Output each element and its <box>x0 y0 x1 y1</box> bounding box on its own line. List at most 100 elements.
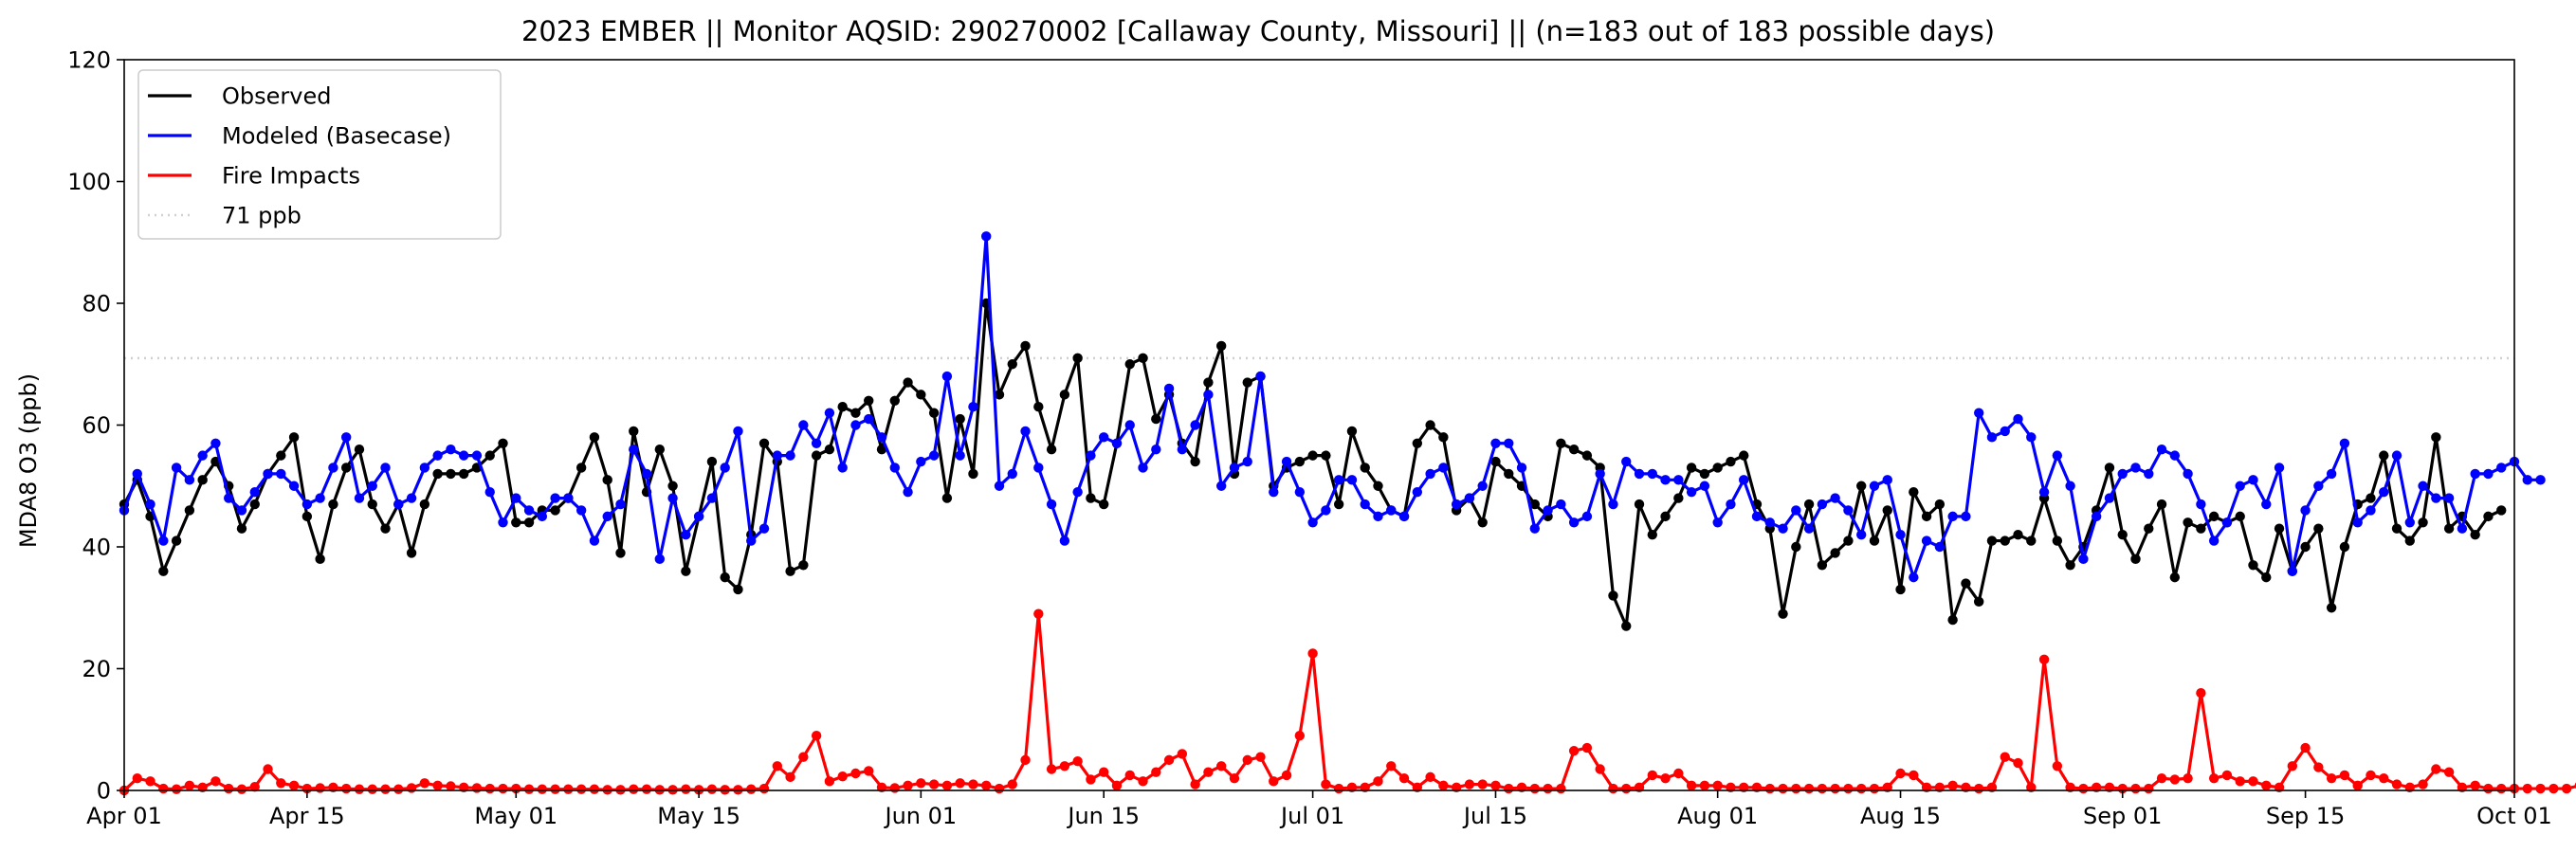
data-point <box>2274 463 2285 473</box>
data-point <box>2326 468 2337 480</box>
data-point <box>1086 774 1096 785</box>
data-point <box>1947 511 1958 522</box>
data-point <box>2169 572 2181 583</box>
data-point <box>1803 499 1815 510</box>
data-point <box>864 413 874 425</box>
data-point <box>1882 475 1892 485</box>
data-point <box>406 548 417 558</box>
data-point <box>1621 456 1632 467</box>
data-point <box>380 784 391 794</box>
data-point <box>2443 523 2455 534</box>
data-point <box>2221 770 2233 781</box>
data-point <box>2026 432 2037 443</box>
data-point <box>1556 783 1566 794</box>
data-point <box>2104 463 2115 473</box>
data-point <box>1504 438 1514 448</box>
data-point <box>2013 413 2023 425</box>
data-point <box>1608 783 1618 794</box>
data-point <box>1595 764 1605 774</box>
data-point <box>928 779 940 789</box>
data-point <box>2104 493 2115 503</box>
data-point <box>1072 755 1083 767</box>
data-point <box>916 390 926 400</box>
data-point <box>1660 475 1671 485</box>
data-point <box>1634 499 1645 510</box>
data-point <box>1568 746 1580 756</box>
data-point <box>681 566 691 576</box>
data-point <box>1438 780 1449 791</box>
data-point <box>1895 529 1906 540</box>
data-point <box>406 783 417 793</box>
y-tick-label: 100 <box>67 169 111 195</box>
y-tick-label: 40 <box>82 535 111 561</box>
data-point <box>263 764 273 774</box>
data-point <box>1529 783 1541 794</box>
data-point <box>1660 772 1671 784</box>
data-point <box>484 486 495 498</box>
data-point <box>1973 408 1984 418</box>
data-point <box>758 783 770 794</box>
data-point <box>1660 511 1671 522</box>
data-point <box>850 408 861 418</box>
data-point <box>184 475 195 485</box>
data-point <box>733 426 743 437</box>
data-point <box>903 377 913 388</box>
data-point <box>798 752 809 762</box>
data-point <box>2261 780 2272 791</box>
data-point <box>1699 468 1710 480</box>
legend-label: Observed <box>222 83 331 110</box>
data-point <box>1242 377 1252 388</box>
data-point <box>471 450 483 461</box>
data-point <box>903 780 913 791</box>
data-point <box>1242 456 1252 467</box>
data-point <box>315 554 325 565</box>
data-point <box>2549 783 2559 794</box>
data-point <box>706 493 718 503</box>
data-point <box>563 493 574 503</box>
data-point <box>419 499 430 510</box>
data-point <box>1568 517 1580 528</box>
data-point <box>1843 535 1854 546</box>
data-point <box>2130 783 2141 794</box>
data-point <box>249 499 260 510</box>
data-point <box>916 778 926 789</box>
data-point <box>955 413 965 425</box>
data-point <box>1686 486 1697 498</box>
data-point <box>1138 353 1148 364</box>
x-tick-label: Jul 01 <box>1279 803 1344 829</box>
data-point <box>563 784 574 794</box>
data-point <box>1543 505 1553 516</box>
data-point <box>1386 505 1397 516</box>
data-point <box>1803 783 1815 794</box>
data-point <box>380 463 391 473</box>
data-point <box>1490 780 1501 791</box>
data-point <box>1726 499 1736 510</box>
data-point <box>1921 535 1932 546</box>
data-point <box>615 548 626 558</box>
x-tick-label: Oct 01 <box>2476 803 2552 829</box>
data-point <box>184 780 195 791</box>
data-point <box>1269 486 1279 498</box>
data-point <box>1360 463 1370 473</box>
data-point <box>1007 359 1017 370</box>
data-point <box>1072 486 1083 498</box>
legend-box <box>137 69 502 240</box>
data-point <box>1190 456 1200 467</box>
data-point <box>1046 764 1057 774</box>
data-point <box>876 432 887 443</box>
data-point <box>406 493 417 503</box>
data-point <box>1699 481 1710 491</box>
data-point <box>2000 752 2010 762</box>
data-point <box>629 426 639 437</box>
data-point <box>994 390 1005 400</box>
data-point <box>1294 486 1306 498</box>
legend-label: Modeled (Basecase) <box>222 123 451 150</box>
data-point <box>575 505 587 516</box>
data-point <box>1138 776 1148 787</box>
x-tick-label: Aug 01 <box>1677 803 1758 829</box>
data-point <box>446 781 456 791</box>
data-point <box>2483 468 2494 480</box>
data-point <box>837 402 848 412</box>
data-point <box>249 486 260 498</box>
data-point <box>1255 752 1266 762</box>
